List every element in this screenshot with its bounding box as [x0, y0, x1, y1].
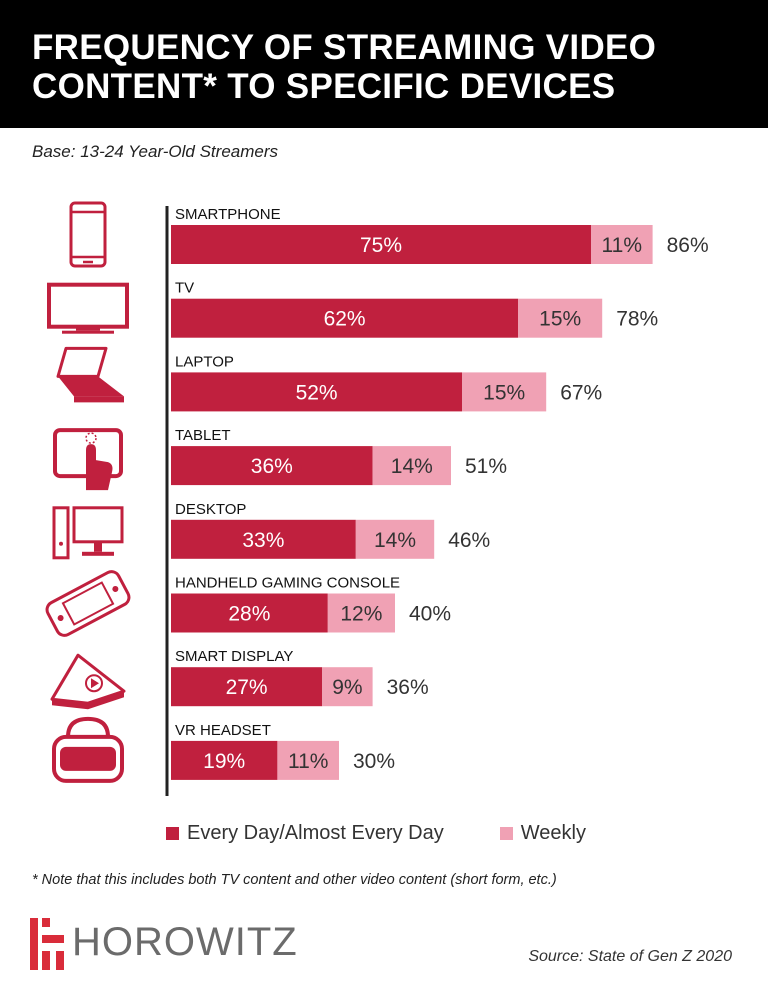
category-label-smartphone: SMARTPHONE	[175, 206, 281, 223]
bar-weekly-tablet	[372, 446, 451, 486]
footnote: * Note that this includes both TV conten…	[32, 872, 557, 888]
legend-item-weekly: Weekly	[499, 822, 586, 845]
category-label-desktop: DESKTOP	[175, 501, 246, 518]
title-line-2: CONTENT* TO SPECIFIC DEVICES	[32, 67, 616, 106]
title-line-1: FREQUENCY OF STREAMING VIDEO	[32, 28, 657, 67]
desktop-icon	[52, 506, 124, 560]
logo-wordmark: HOROWITZ	[72, 920, 298, 964]
bar-weekly-desktop	[355, 519, 435, 559]
chart-title: FREQUENCY OF STREAMING VIDEO CONTENT* TO…	[32, 28, 752, 106]
tablet-icon	[53, 428, 123, 491]
smartphone-icon	[69, 201, 107, 268]
data-label-daily-vr-headset: 19%	[203, 750, 245, 773]
bar-weekly-handheld-gaming-console	[327, 593, 395, 633]
data-label-weekly-laptop: 15%	[483, 381, 525, 404]
data-label-weekly-smartphone: 11%	[602, 234, 642, 257]
bar-weekly-vr-headset	[277, 740, 339, 780]
header-banner: FREQUENCY OF STREAMING VIDEO CONTENT* TO…	[0, 0, 768, 128]
bar-daily-tv	[171, 298, 519, 338]
bar-daily-desktop	[171, 519, 356, 559]
laptop-icon	[56, 346, 124, 403]
data-label-weekly-smart-display: 9%	[332, 676, 362, 699]
legend: Every Day/Almost Every Day Weekly	[166, 822, 642, 845]
category-label-vr-headset: VR HEADSET	[175, 722, 271, 739]
category-label-tv: TV	[175, 280, 194, 297]
category-label-laptop: LAPTOP	[175, 353, 234, 370]
category-label-handheld-gaming-console: HANDHELD GAMING CONSOLE	[175, 575, 400, 592]
bar-weekly-laptop	[462, 372, 547, 412]
data-label-daily-tablet: 36%	[251, 455, 293, 478]
data-label-total-desktop: 46%	[448, 529, 490, 552]
category-label-smart-display: SMART DISPLAY	[175, 648, 293, 665]
legend-label-weekly: Weekly	[520, 822, 586, 844]
chart-subtitle: Base: 13-24 Year-Old Streamers	[32, 142, 279, 161]
data-label-daily-laptop: 52%	[296, 381, 338, 404]
data-label-total-smartphone: 86%	[667, 234, 709, 257]
data-label-weekly-desktop: 14%	[374, 529, 416, 552]
data-label-weekly-tv: 15%	[539, 308, 581, 331]
logo-mark-icon	[30, 918, 64, 970]
legend-item-daily: Every Day/Almost Every Day	[166, 822, 444, 845]
data-label-daily-desktop: 33%	[242, 529, 284, 552]
data-label-daily-smart-display: 27%	[226, 676, 268, 699]
vr-headset-icon	[52, 716, 124, 783]
data-label-daily-tv: 62%	[324, 308, 366, 331]
data-label-daily-smartphone: 75%	[360, 234, 402, 257]
legend-swatch-weekly	[499, 827, 513, 840]
smart-display-icon	[50, 653, 126, 710]
category-label-tablet: TABLET	[175, 427, 231, 444]
data-label-total-laptop: 67%	[560, 381, 602, 404]
handheld-console-icon	[45, 570, 131, 637]
data-label-total-smart-display: 36%	[387, 676, 429, 699]
bar-daily-handheld-gaming-console	[171, 593, 328, 633]
source-credit: Source: State of Gen Z 2020	[528, 948, 732, 965]
data-label-daily-handheld-gaming-console: 28%	[228, 603, 270, 626]
bar-daily-tablet	[171, 446, 373, 486]
bar-weekly-smartphone	[591, 225, 653, 264]
tv-icon	[47, 282, 129, 334]
data-label-total-tablet: 51%	[465, 455, 507, 478]
data-label-total-tv: 78%	[616, 308, 658, 331]
bar-daily-laptop	[171, 372, 463, 412]
bar-daily-smart-display	[171, 667, 323, 707]
horowitz-logo: HOROWITZ	[30, 918, 300, 978]
data-label-weekly-handheld-gaming-console: 12%	[340, 603, 382, 626]
legend-swatch-daily	[166, 827, 179, 840]
legend-label-daily: Every Day/Almost Every Day	[187, 822, 444, 844]
data-label-weekly-tablet: 14%	[391, 455, 433, 478]
data-label-total-vr-headset: 30%	[353, 750, 395, 773]
data-label-weekly-vr-headset: 11%	[288, 750, 328, 773]
bar-daily-vr-headset	[171, 740, 278, 780]
bar-weekly-smart-display	[322, 667, 373, 707]
bar-daily-smartphone	[171, 225, 591, 264]
bar-weekly-tv	[518, 298, 603, 338]
data-label-total-handheld-gaming-console: 40%	[409, 603, 451, 626]
